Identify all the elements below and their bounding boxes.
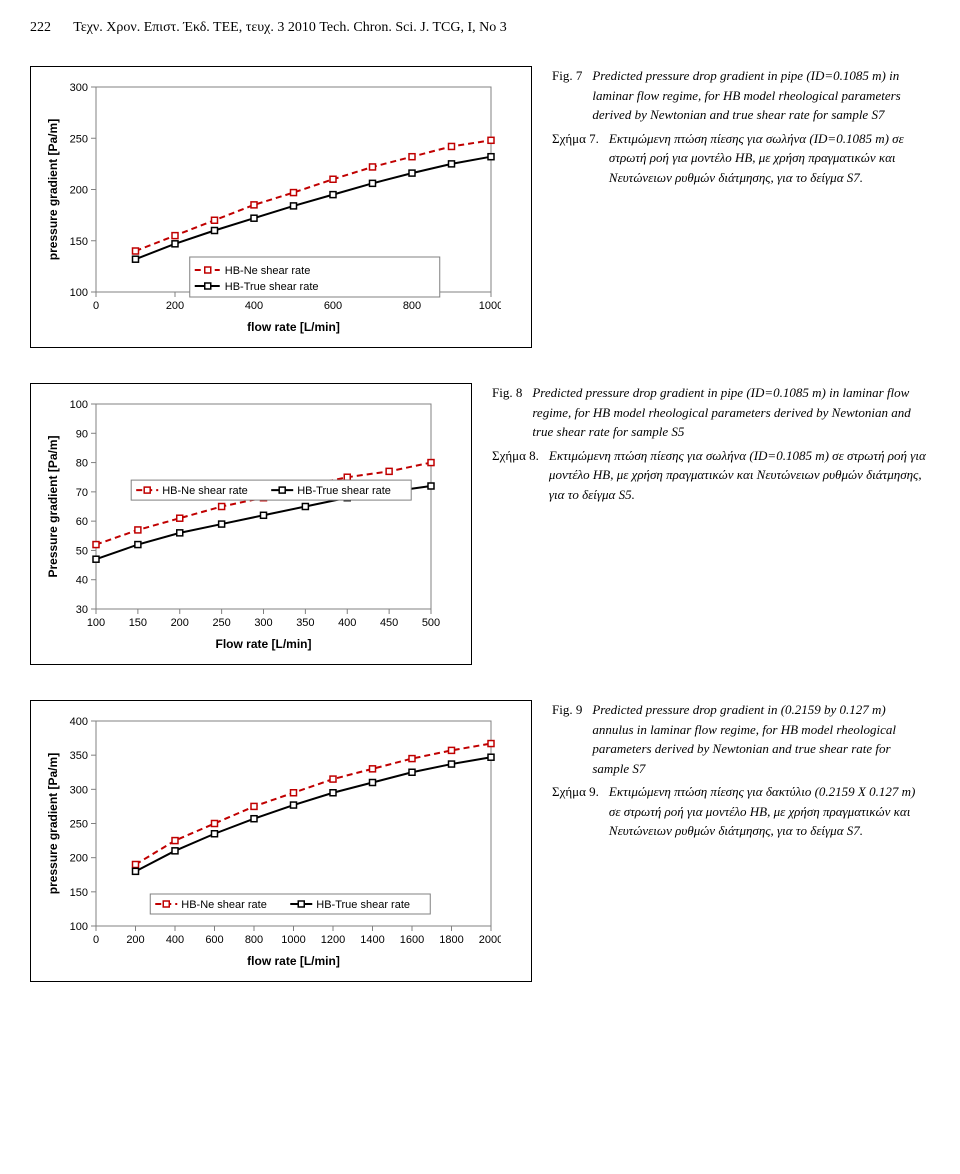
svg-text:300: 300 [254,617,272,629]
figure-9-caption: Fig. 9 Predicted pressure drop gradient … [552,700,930,845]
svg-text:90: 90 [76,428,88,440]
svg-text:HB-True shear rate: HB-True shear rate [297,485,391,497]
svg-text:100: 100 [70,399,88,411]
svg-text:250: 250 [70,819,88,831]
svg-text:300: 300 [70,82,88,94]
fig9-tag-en: Fig. 9 [552,700,582,778]
figure-9-row: 0 200 400 600 800 1000 1200 1400 1600 1800 2000 100… [30,700,930,982]
svg-text:Flow rate [L/min]: Flow rate [L/min] [216,637,312,651]
svg-text:400: 400 [70,716,88,728]
svg-text:pressure gradient [Pa/m]: pressure gradient [Pa/m] [46,119,60,260]
fig8-caption-en: Predicted pressure drop gradient in pipe… [532,383,930,442]
page-number: 222 [30,20,70,36]
figure-7-caption: Fig. 7 Predicted pressure drop gradient … [552,66,930,191]
svg-text:100: 100 [70,287,88,299]
figure-8-row: 100 150 200 250 300 350 400 450 500 30 40 50 60 70 80 9… [30,383,930,665]
svg-text:HB-Ne shear rate: HB-Ne shear rate [225,265,311,277]
svg-text:250: 250 [70,133,88,145]
fig9-caption-en: Predicted pressure drop gradient in (0.2… [592,700,930,778]
svg-text:800: 800 [403,300,421,312]
svg-text:200: 200 [126,934,144,946]
fig9-tag-el: Σχήμα 9. [552,782,599,841]
svg-text:400: 400 [166,934,184,946]
svg-text:150: 150 [129,617,147,629]
svg-text:2000: 2000 [479,934,501,946]
figure-8-caption: Fig. 8 Predicted pressure drop gradient … [492,383,930,508]
svg-text:150: 150 [70,236,88,248]
svg-text:flow rate [L/min]: flow rate [L/min] [247,954,340,968]
svg-text:200: 200 [171,617,189,629]
svg-text:400: 400 [338,617,356,629]
svg-text:80: 80 [76,458,88,470]
svg-text:200: 200 [166,300,184,312]
svg-text:Pressure gradient [Pa/m]: Pressure gradient [Pa/m] [46,435,60,577]
svg-text:HB-True shear rate: HB-True shear rate [316,899,410,911]
svg-text:HB-True shear rate: HB-True shear rate [225,281,319,293]
svg-text:350: 350 [70,750,88,762]
svg-text:flow rate [L/min]: flow rate [L/min] [247,320,340,334]
svg-text:30: 30 [76,604,88,616]
fig7-tag-en: Fig. 7 [552,66,582,125]
svg-text:800: 800 [245,934,263,946]
running-header: 222 Τεχν. Χρον. Επιστ. Έκδ. ΤΕΕ, τευχ. 3… [30,20,930,36]
svg-text:1400: 1400 [360,934,384,946]
svg-text:400: 400 [245,300,263,312]
svg-text:100: 100 [87,617,105,629]
fig7-tag-el: Σχήμα 7. [552,129,599,188]
svg-text:100: 100 [70,921,88,933]
fig7-caption-en: Predicted pressure drop gradient in pipe… [592,66,930,125]
svg-text:50: 50 [76,545,88,557]
svg-text:40: 40 [76,575,88,587]
fig8-tag-en: Fig. 8 [492,383,522,442]
running-title: Τεχν. Χρον. Επιστ. Έκδ. ΤΕΕ, τευχ. 3 201… [73,20,506,35]
svg-text:350: 350 [296,617,314,629]
svg-text:600: 600 [324,300,342,312]
svg-text:0: 0 [93,934,99,946]
svg-text:150: 150 [70,887,88,899]
svg-text:1800: 1800 [439,934,463,946]
svg-text:1200: 1200 [321,934,345,946]
fig8-caption-el: Εκτιμώμενη πτώση πίεσης για σωλήνα (ID=0… [549,446,930,505]
svg-text:0: 0 [93,300,99,312]
svg-text:1600: 1600 [400,934,424,946]
fig7-caption-el: Εκτιμώμενη πτώση πίεσης για σωλήνα (ID=0… [609,129,930,188]
figure-7-chart: 0 200 400 600 800 1000 100 150 200 250 300 flow rat… [30,66,532,348]
svg-text:200: 200 [70,185,88,197]
figure-9-chart: 0 200 400 600 800 1000 1200 1400 1600 1800 2000 100… [30,700,532,982]
svg-text:HB-Ne shear rate: HB-Ne shear rate [162,485,248,497]
figure-8-chart: 100 150 200 250 300 350 400 450 500 30 40 50 60 70 80 9… [30,383,472,665]
svg-text:300: 300 [70,784,88,796]
svg-text:450: 450 [380,617,398,629]
svg-text:70: 70 [76,487,88,499]
svg-text:HB-Ne shear rate: HB-Ne shear rate [181,899,267,911]
svg-text:200: 200 [70,853,88,865]
fig8-tag-el: Σχήμα 8. [492,446,539,505]
figure-7-row: 0 200 400 600 800 1000 100 150 200 250 300 flow rat… [30,66,930,348]
svg-text:1000: 1000 [479,300,501,312]
svg-text:250: 250 [212,617,230,629]
svg-text:60: 60 [76,516,88,528]
fig9-caption-el: Εκτιμώμενη πτώση πίεσης για δακτύλιο (0.… [609,782,930,841]
svg-text:pressure gradient [Pa/m]: pressure gradient [Pa/m] [46,753,60,894]
svg-text:500: 500 [422,617,440,629]
svg-text:1000: 1000 [281,934,305,946]
svg-text:600: 600 [205,934,223,946]
